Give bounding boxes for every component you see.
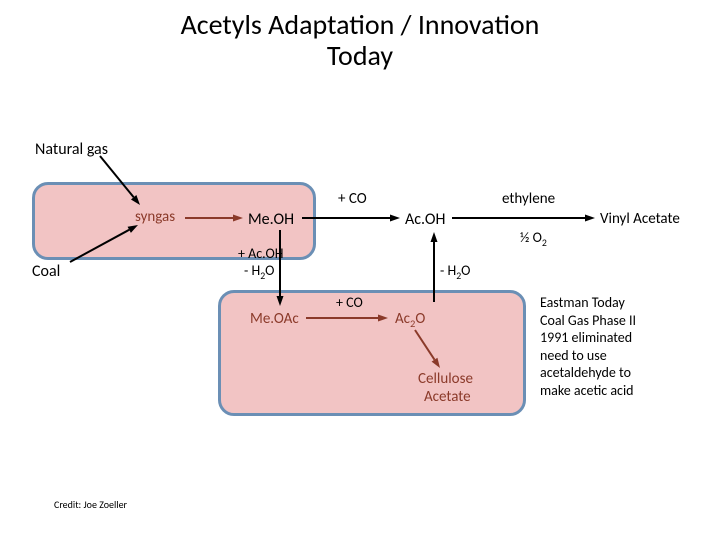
caption-line-4: acetaldehyde to <box>540 364 636 382</box>
node-plus-acoh: + Ac.OH <box>238 245 284 262</box>
node-minus-h2o-2: - H2O <box>440 262 470 282</box>
caption-text: Eastman TodayCoal Gas Phase II1991 elimi… <box>540 294 636 399</box>
node-meoh: Me.OH <box>248 210 294 229</box>
caption-line-3: need to use <box>540 347 636 365</box>
caption-line-5: make acetic acid <box>540 382 636 400</box>
node-cellulose: Cellulose <box>418 370 473 388</box>
node-vinyl-acetate: Vinyl Acetate <box>600 210 680 228</box>
caption-line-2: 1991 eliminated <box>540 329 636 347</box>
title-line-1: Acetyls Adaptation / Innovation <box>181 7 540 42</box>
node-ethylene: ethylene <box>502 190 555 208</box>
credit-label: Credit: Joe Zoeller <box>54 498 127 511</box>
node-coal: Coal <box>32 262 60 281</box>
node-syngas: syngas <box>135 208 175 226</box>
node-half-o2: ½ O2 <box>520 229 547 249</box>
node-acetate: Acetate <box>424 388 471 406</box>
node-minus-h2o-1: - H2O <box>244 262 274 282</box>
arrow-layer <box>0 0 720 540</box>
title-line-2: Today <box>327 38 393 73</box>
caption-line-0: Eastman Today <box>540 294 636 312</box>
slide-title: Acetyls Adaptation / Innovation Today <box>0 10 720 72</box>
node-natural-gas: Natural gas <box>35 140 108 159</box>
node-meoac: Me.OAc <box>250 310 299 328</box>
credit-text: Credit: Joe Zoeller <box>54 498 127 511</box>
node-plus-co-2: + CO <box>336 294 363 311</box>
node-ac2o: Ac2O <box>395 310 425 330</box>
node-plus-co-1: + CO <box>338 190 367 208</box>
highlight-blob-1 <box>218 290 526 416</box>
node-acoh: Ac.OH <box>405 210 445 229</box>
caption-line-1: Coal Gas Phase II <box>540 312 636 330</box>
